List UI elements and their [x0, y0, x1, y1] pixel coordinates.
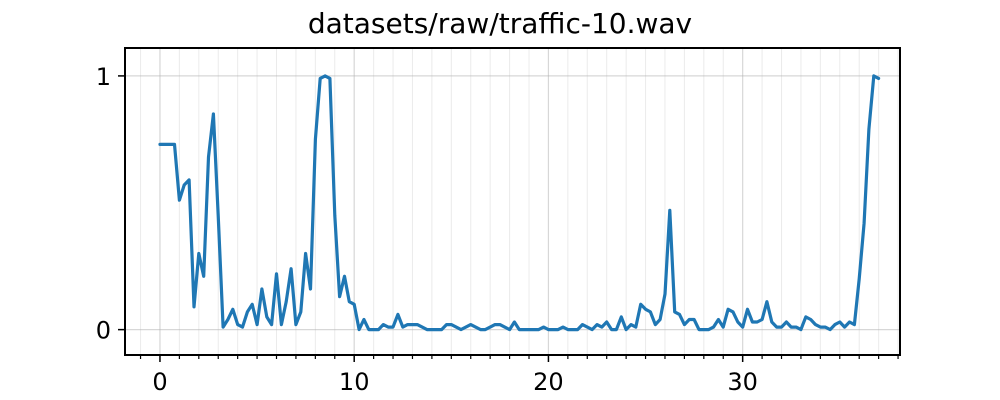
- x-tick-label: 10: [339, 368, 370, 396]
- y-tick-label: 1: [96, 63, 111, 91]
- axis-ticks: 0 10 20 30 0 1: [96, 63, 899, 396]
- chart-title: datasets/raw/traffic-10.wav: [308, 7, 692, 40]
- x-tick-label: 20: [533, 368, 564, 396]
- y-tick-label: 0: [96, 317, 111, 345]
- series-group: [158, 74, 881, 332]
- x-tick-label: 0: [152, 368, 167, 396]
- series-line: [158, 74, 881, 332]
- grid: [125, 48, 900, 355]
- x-tick-label: 30: [727, 368, 758, 396]
- plot-frame: [124, 47, 901, 356]
